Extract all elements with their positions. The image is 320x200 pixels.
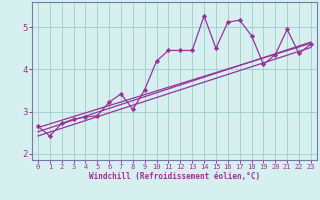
X-axis label: Windchill (Refroidissement éolien,°C): Windchill (Refroidissement éolien,°C) [89,172,260,181]
